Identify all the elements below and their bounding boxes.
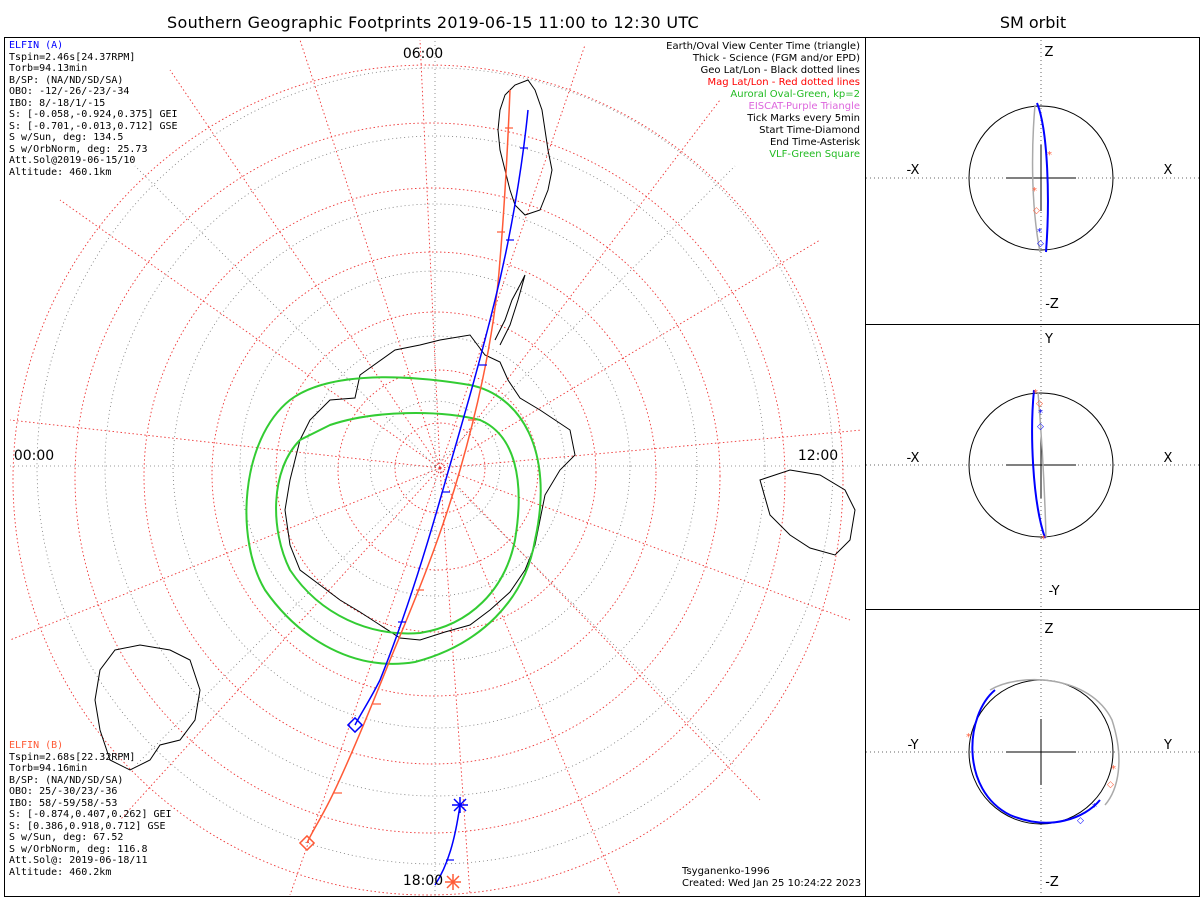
time-label-top: 06:00 (403, 46, 443, 62)
plot-title: Southern Geographic Footprints 2019-06-1… (167, 13, 699, 32)
svg-text:◇: ◇ (1077, 816, 1084, 826)
sm-panel-xz: * * ◇ * ◇ (866, 40, 1199, 322)
svg-text:◇: ◇ (1033, 206, 1040, 216)
sm-panel-yz: * * ◇ * ◇ (866, 612, 1199, 895)
elfin-a-line: B/SP: (NA/ND/SD/SA) (9, 74, 124, 86)
panel-1-left-label: -X (907, 163, 920, 178)
svg-text:◇: ◇ (1036, 399, 1043, 409)
panel-2-bottom-label: -Y (1048, 584, 1059, 599)
panel-3-bottom-label: -Z (1045, 875, 1059, 890)
panel-2-right-label: X (1164, 451, 1173, 466)
panel-3-top-label: Z (1045, 622, 1054, 637)
credit: Tsyganenko-1996 Created: Wed Jan 25 10:2… (682, 866, 861, 890)
elfin-a-info: ELFIN (A) Tspin=2.46s[24.37RPM] Torb=94.… (9, 40, 178, 178)
elfin-a-line: S: [-0.058,-0.924,0.375] GEI (9, 109, 178, 120)
legend-item: End Time-Asterisk (769, 137, 860, 148)
elfin-b-line: Torb=94.16min (9, 763, 88, 774)
credit-model: Tsyganenko-1996 (682, 866, 770, 877)
auroral-oval-outer (245, 376, 542, 665)
auroral-oval-inner (275, 412, 520, 635)
svg-text:*: * (1032, 186, 1037, 197)
legend-item: Auroral Oval-Green, kp=2 (730, 89, 860, 100)
elfin-b-line: Tspin=2.68s[22.32RPM] (9, 751, 136, 763)
svg-text:◇: ◇ (1037, 239, 1044, 249)
elfin-b-line: IBO: 58/-59/58/-53 (9, 797, 118, 809)
elfin-a-line: S w/Sun, deg: 134.5 (9, 132, 124, 143)
legend-item: Earth/Oval View Center Time (triangle) (666, 41, 860, 52)
time-label-left: 00:00 (14, 448, 54, 464)
sm-orbit-title: SM orbit (999, 13, 1067, 32)
antarctic-peninsula (494, 274, 526, 346)
legend-item: VLF-Green Square (769, 149, 860, 160)
elfin-b-ticks (334, 127, 513, 794)
elfin-a-line: Att.Sol@2019-06-15/10 (9, 155, 136, 166)
south-america-coastline (497, 79, 553, 216)
sm-panel-xy: * ◇ * ◇ * (866, 326, 1199, 608)
credit-created: Created: Wed Jan 25 10:24:22 2023 (682, 878, 862, 889)
geo-grid (10, 40, 860, 895)
elfin-b-end-asterisk (445, 874, 461, 890)
svg-text:◇: ◇ (1037, 422, 1044, 432)
elfin-a-end-asterisk (452, 797, 468, 813)
panel-1-bottom-label: -Z (1045, 297, 1059, 312)
elfin-b-line: B/SP: (NA/ND/SD/SA) (9, 774, 124, 786)
elfin-b-info: ELFIN (B) Tspin=2.68s[22.32RPM] Torb=94.… (9, 740, 172, 878)
time-label-bottom: 18:00 (403, 873, 443, 889)
elfin-a-line: Altitude: 460.1km (9, 166, 112, 178)
elfin-b-label: ELFIN (B) (9, 740, 64, 751)
panel-3-right-label: Y (1163, 738, 1172, 753)
legend-item: Mag Lat/Lon - Red dotted lines (707, 77, 860, 88)
elfin-a-ticks (398, 147, 528, 861)
elfin-a-line: OBO: -12/-26/-23/-34 (9, 86, 130, 97)
elfin-a-line: Tspin=2.46s[24.37RPM] (9, 51, 136, 63)
legend-item: EISCAT-Purple Triangle (748, 101, 861, 112)
svg-text:*: * (966, 732, 971, 743)
elfin-a-line: S w/OrbNorm, deg: 25.73 (9, 143, 148, 155)
elfin-b-line: S: [-0.874,0.407,0.262] GEI (9, 809, 172, 820)
elfin-a-track (354, 109, 529, 726)
svg-text:*: * (1041, 534, 1046, 545)
svg-text:*: * (1047, 150, 1052, 161)
legend: Earth/Oval View Center Time (triangle) T… (666, 41, 860, 161)
elfin-b-start-diamond (298, 834, 316, 852)
footprint-map (9, 39, 863, 896)
antarctica-coastline (284, 334, 576, 641)
legend-item: Start Time-Diamond (759, 125, 860, 136)
panel-3-left-label: -Y (907, 738, 918, 753)
svg-text:◇: ◇ (1107, 780, 1114, 790)
svg-text:*: * (1038, 408, 1043, 419)
elfin-b-line: S w/Sun, deg: 67.52 (9, 832, 124, 843)
panel-2-top-label: Y (1044, 332, 1053, 347)
legend-item: Thick - Science (FGM and/or EPD) (692, 53, 860, 64)
legend-item: Tick Marks every 5min (747, 113, 860, 124)
elfin-b-line: S: [0.386,0.918,0.712] GSE (9, 820, 166, 832)
svg-text:*: * (1033, 388, 1038, 399)
time-label-right: 12:00 (798, 448, 838, 464)
elfin-b-line: Att.Sol@: 2019-06-18/11 (9, 855, 148, 866)
panel-1-right-label: X (1164, 163, 1173, 178)
svg-text:*: * (1111, 764, 1116, 775)
legend-item: Geo Lat/Lon - Black dotted lines (700, 65, 860, 76)
elfin-a-line: S: [-0.701,-0.013,0.712] GSE (9, 120, 178, 132)
svg-text:*: * (1037, 227, 1042, 238)
elfin-a-label: ELFIN (A) (9, 40, 64, 51)
elfin-a-line: IBO: 8/-18/1/-15 (9, 97, 106, 109)
africa-coastline (759, 469, 856, 556)
elfin-a-line: Torb=94.13min (9, 63, 88, 74)
elfin-a-track-segment-2 (434, 804, 461, 886)
panel-1-top-label: Z (1045, 45, 1054, 60)
elfin-b-track (306, 89, 511, 844)
mag-grid (9, 39, 863, 896)
elfin-a-start-diamond (346, 716, 364, 734)
elfin-b-line: OBO: 25/-30/23/-36 (9, 786, 118, 797)
panel-2-left-label: -X (907, 451, 920, 466)
elfin-b-line: Altitude: 460.2km (9, 866, 112, 878)
australia-coastline (94, 644, 201, 771)
elfin-b-line: S w/OrbNorm, deg: 116.8 (9, 843, 148, 855)
svg-text:*: * (1092, 802, 1097, 813)
